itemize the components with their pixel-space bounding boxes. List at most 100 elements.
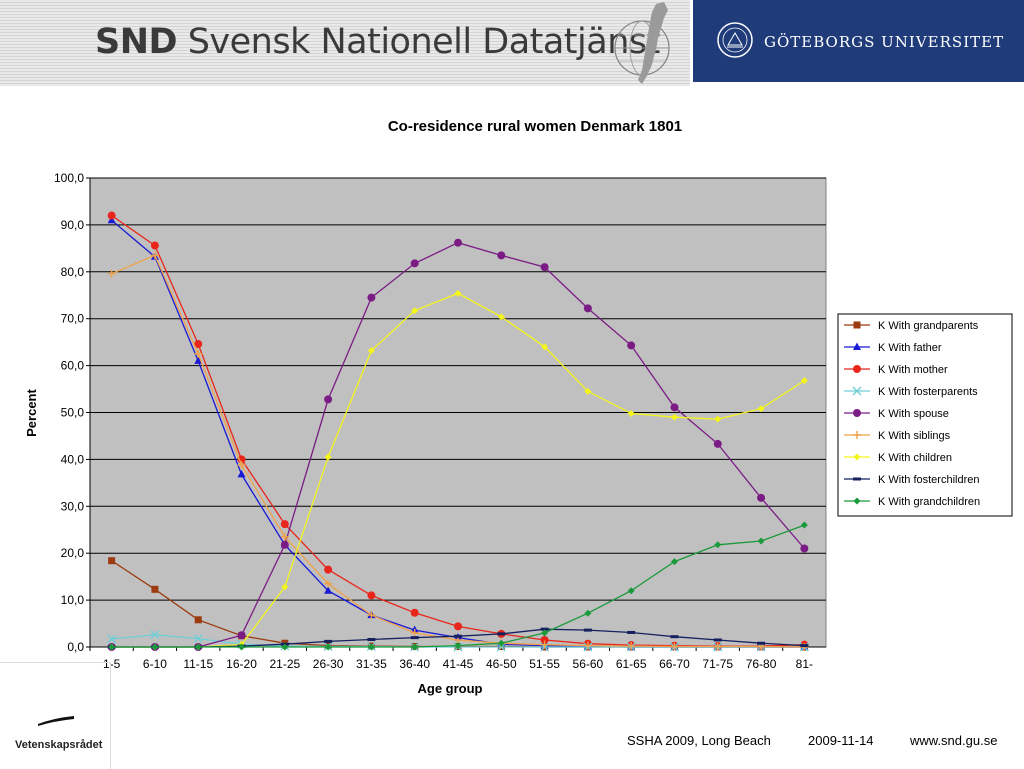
data-point bbox=[454, 622, 462, 631]
legend-item: K With siblings bbox=[844, 430, 951, 442]
data-point bbox=[280, 540, 289, 549]
x-tick-label: 71-75 bbox=[702, 657, 733, 671]
legend-marker bbox=[853, 409, 861, 417]
data-point bbox=[410, 636, 419, 640]
data-point bbox=[583, 628, 592, 632]
data-point bbox=[237, 631, 246, 640]
data-point bbox=[670, 635, 679, 639]
data-point bbox=[627, 341, 636, 350]
data-point bbox=[584, 609, 592, 617]
data-point bbox=[714, 415, 722, 423]
data-point bbox=[367, 347, 375, 355]
data-point bbox=[410, 608, 419, 617]
y-tick-label: 90,0 bbox=[61, 218, 85, 232]
data-point bbox=[324, 453, 332, 461]
data-point bbox=[670, 558, 678, 566]
data-point bbox=[367, 293, 376, 302]
funder-logo-box bbox=[0, 662, 111, 769]
legend-label: K With siblings bbox=[878, 430, 951, 442]
data-point bbox=[324, 639, 333, 643]
data-point bbox=[540, 640, 549, 649]
y-tick-label: 70,0 bbox=[61, 312, 85, 326]
data-point bbox=[281, 643, 289, 651]
data-point bbox=[108, 557, 116, 565]
data-point bbox=[670, 642, 679, 651]
legend-label: K With fosterparents bbox=[878, 386, 978, 398]
data-point bbox=[324, 395, 333, 404]
data-point bbox=[757, 405, 765, 413]
data-point bbox=[454, 289, 462, 297]
x-tick-label: 81- bbox=[796, 657, 813, 671]
data-point bbox=[541, 343, 549, 351]
x-tick-label: 46-50 bbox=[486, 657, 517, 671]
x-tick-label: 1-5 bbox=[103, 657, 121, 671]
series-k-with-children bbox=[108, 289, 808, 651]
x-tick-label: 66-70 bbox=[659, 657, 690, 671]
data-point bbox=[713, 439, 722, 448]
legend-marker bbox=[853, 431, 861, 439]
data-point bbox=[454, 238, 462, 247]
data-point bbox=[107, 211, 116, 220]
legend-marker bbox=[853, 453, 861, 461]
data-point bbox=[107, 634, 117, 644]
snd-logo-rest: Svensk Nationell Datatjänst bbox=[177, 22, 661, 62]
legend-label: K With grandchildren bbox=[878, 496, 980, 508]
legend-item: K With children bbox=[844, 452, 952, 464]
data-point bbox=[367, 611, 376, 620]
data-point bbox=[367, 591, 376, 600]
university-banner bbox=[693, 0, 1024, 82]
data-point bbox=[583, 304, 592, 313]
data-point bbox=[757, 493, 766, 502]
data-point bbox=[324, 586, 333, 594]
data-point bbox=[411, 643, 419, 651]
y-tick-label: 10,0 bbox=[61, 593, 85, 607]
legend-label: K With children bbox=[878, 452, 952, 464]
header-banner: SND Svensk Nationell Datatjänst bbox=[0, 0, 690, 86]
legend-marker bbox=[853, 321, 861, 329]
data-point bbox=[324, 579, 333, 588]
data-point bbox=[714, 541, 722, 549]
data-point bbox=[194, 340, 203, 349]
legend-marker bbox=[853, 342, 861, 350]
data-point bbox=[541, 629, 549, 637]
y-tick-label: 100,0 bbox=[54, 171, 84, 185]
data-point bbox=[107, 269, 116, 278]
data-point bbox=[670, 413, 678, 421]
data-point bbox=[324, 565, 333, 574]
legend-marker bbox=[853, 497, 861, 505]
legend-marker bbox=[853, 365, 861, 373]
legend-marker bbox=[853, 477, 861, 481]
funder-name: Vetenskapsrådet bbox=[15, 739, 103, 751]
y-tick-label: 0,0 bbox=[67, 640, 84, 654]
data-point bbox=[194, 349, 203, 358]
x-tick-label: 56-60 bbox=[573, 657, 604, 671]
data-point bbox=[497, 632, 506, 636]
x-tick-label: 26-30 bbox=[313, 657, 344, 671]
legend-item: K With grandchildren bbox=[844, 496, 980, 508]
data-point bbox=[237, 461, 246, 470]
data-point bbox=[800, 644, 809, 648]
data-point bbox=[627, 587, 635, 595]
data-point bbox=[410, 628, 419, 637]
data-point bbox=[497, 313, 505, 321]
data-point bbox=[367, 637, 376, 641]
data-point bbox=[627, 409, 635, 417]
university-seal-icon bbox=[717, 22, 753, 58]
y-tick-label: 20,0 bbox=[61, 546, 85, 560]
data-point bbox=[281, 583, 289, 591]
data-point bbox=[713, 642, 722, 651]
footer-url[interactable]: www.snd.gu.se bbox=[910, 733, 998, 748]
legend-item: K With fosterparents bbox=[844, 386, 978, 398]
y-tick-label: 80,0 bbox=[61, 265, 85, 279]
footer-date: 2009-11-14 bbox=[808, 733, 874, 748]
legend-label: K With spouse bbox=[878, 408, 949, 420]
data-point bbox=[800, 377, 808, 385]
university-name: GÖTEBORGS UNIVERSITET bbox=[764, 33, 1005, 51]
data-point bbox=[584, 387, 592, 395]
data-point bbox=[237, 469, 246, 478]
series-k-with-spouse bbox=[107, 238, 809, 651]
data-point bbox=[193, 634, 203, 644]
legend-item: K With grandparents bbox=[844, 320, 979, 332]
data-point bbox=[454, 634, 462, 638]
